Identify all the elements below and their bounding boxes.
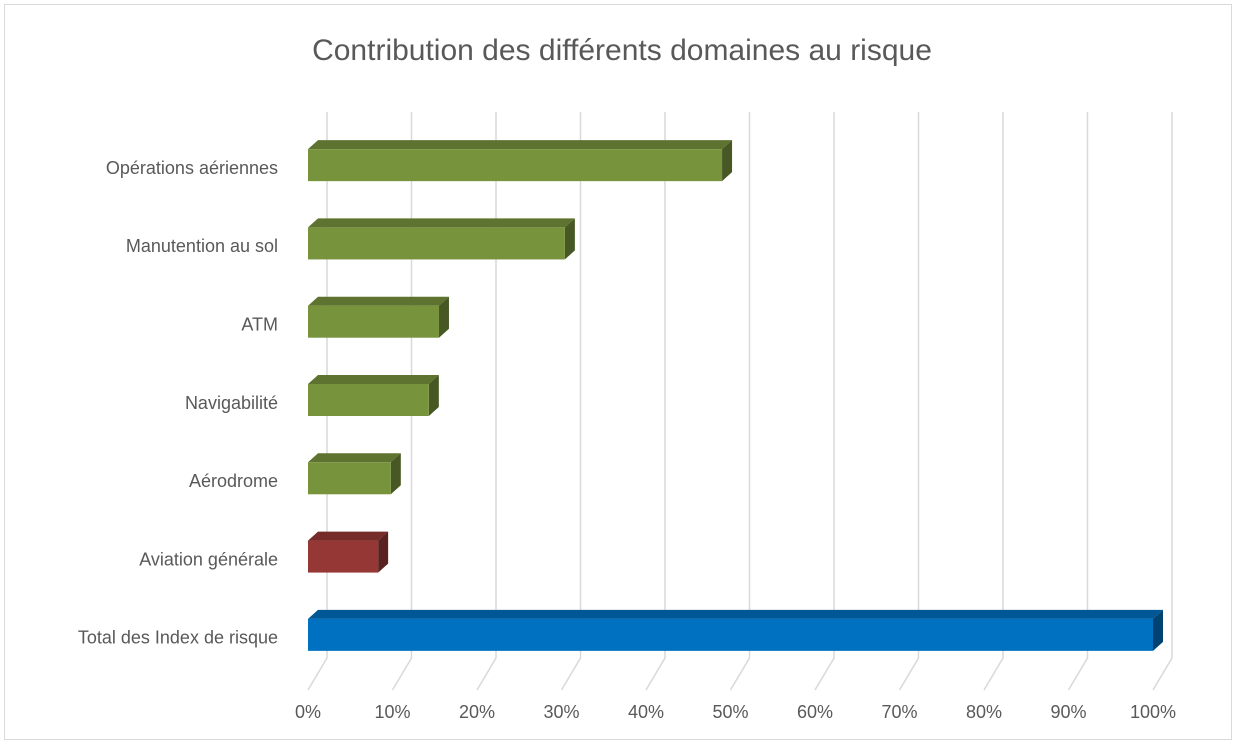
grid-line <box>560 112 582 691</box>
y-tick-label: Total des Index de risque <box>78 628 278 648</box>
bar <box>308 540 379 573</box>
grid-line <box>307 112 328 691</box>
bar <box>308 305 439 338</box>
bar-top <box>308 218 575 228</box>
bar-top <box>308 140 733 150</box>
grid-line <box>1067 112 1089 691</box>
x-tick-label: 80% <box>966 702 1002 722</box>
bar <box>308 384 429 416</box>
x-tick-label: 40% <box>628 702 664 722</box>
bar-side <box>722 140 733 182</box>
bar <box>308 149 723 182</box>
bar-side <box>564 218 575 260</box>
bar-side <box>390 453 401 495</box>
bar-top <box>308 296 449 306</box>
y-tick-label: Aviation générale <box>139 549 278 569</box>
grid-line <box>1152 112 1173 691</box>
chart-title: Contribution des différents domaines au … <box>312 34 932 67</box>
grid-line <box>729 112 751 691</box>
bar-side <box>428 375 439 416</box>
bar-top <box>308 375 439 384</box>
y-tick-label: Manutention au sol <box>126 236 278 256</box>
x-tick-label: 90% <box>1050 702 1086 722</box>
x-tick-label: 20% <box>459 702 495 722</box>
bar <box>308 462 391 495</box>
bar <box>308 227 565 260</box>
x-tick-label: 10% <box>374 702 410 722</box>
grid-line <box>476 112 497 691</box>
x-tick-label: 50% <box>712 702 748 722</box>
y-tick-label: Opérations aériennes <box>106 158 278 178</box>
bar-side <box>378 531 389 573</box>
bar-top <box>308 531 389 541</box>
y-tick-label: ATM <box>241 314 278 334</box>
x-tick-label: 60% <box>797 702 833 722</box>
y-tick-label: Navigabilité <box>185 393 278 413</box>
x-tick-label: 30% <box>543 702 579 722</box>
bar-side <box>438 296 449 338</box>
grid-line <box>898 112 920 691</box>
x-tick-label: 70% <box>881 702 917 722</box>
grid-line <box>983 112 1004 691</box>
x-tick-label: 0% <box>295 702 321 722</box>
bar <box>308 618 1153 651</box>
grid-line <box>645 112 666 691</box>
bar-side <box>1153 609 1163 651</box>
bar-top <box>308 609 1163 619</box>
grid-line <box>391 112 413 691</box>
bar-top <box>308 453 401 463</box>
grid-line <box>814 112 835 691</box>
x-tick-label: 100% <box>1130 702 1176 722</box>
y-tick-label: Aérodrome <box>189 471 278 491</box>
